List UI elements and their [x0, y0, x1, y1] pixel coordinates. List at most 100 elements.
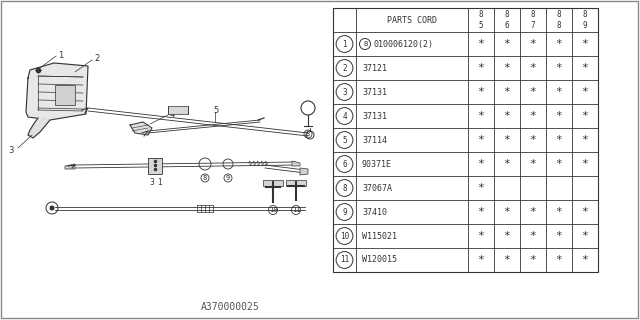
Text: *: *: [477, 159, 484, 169]
Text: *: *: [530, 255, 536, 265]
Text: 2: 2: [94, 53, 99, 62]
Text: 8: 8: [557, 21, 561, 30]
Text: *: *: [582, 231, 588, 241]
Text: *: *: [477, 111, 484, 121]
Text: *: *: [582, 111, 588, 121]
Bar: [333, 8, 598, 272]
Text: *: *: [504, 255, 510, 265]
Text: PARTS CORD: PARTS CORD: [387, 15, 437, 25]
Text: 4: 4: [342, 111, 347, 121]
Polygon shape: [130, 122, 152, 135]
Text: 3: 3: [149, 178, 154, 187]
Text: *: *: [556, 39, 563, 49]
Text: *: *: [556, 135, 563, 145]
Text: 4: 4: [170, 109, 175, 118]
Text: *: *: [477, 255, 484, 265]
Text: 5: 5: [342, 135, 347, 145]
Text: 8: 8: [557, 10, 561, 19]
Text: 3: 3: [8, 146, 13, 155]
Polygon shape: [300, 168, 308, 175]
Text: 37067A: 37067A: [362, 183, 392, 193]
Bar: [55, 85, 75, 105]
Text: 37131: 37131: [362, 111, 387, 121]
Text: *: *: [530, 135, 536, 145]
Text: *: *: [556, 255, 563, 265]
Text: 8: 8: [203, 175, 207, 181]
Bar: [263, 180, 283, 186]
Text: 1: 1: [342, 39, 347, 49]
Text: 37121: 37121: [362, 63, 387, 73]
Text: 5: 5: [479, 21, 483, 30]
Text: *: *: [477, 231, 484, 241]
Text: *: *: [582, 135, 588, 145]
Text: 37131: 37131: [362, 87, 387, 97]
Text: *: *: [504, 135, 510, 145]
Text: *: *: [556, 231, 563, 241]
Text: *: *: [556, 207, 563, 217]
Text: 7: 7: [531, 21, 535, 30]
Text: *: *: [504, 159, 510, 169]
Text: *: *: [556, 159, 563, 169]
Text: 1: 1: [157, 178, 162, 187]
Text: 5: 5: [213, 106, 218, 115]
Text: *: *: [504, 39, 510, 49]
Circle shape: [49, 205, 54, 211]
Text: A370000025: A370000025: [200, 302, 259, 312]
Polygon shape: [292, 161, 300, 166]
Bar: [148, 158, 162, 174]
Bar: [286, 180, 306, 186]
Text: 11: 11: [292, 207, 300, 213]
Text: 6: 6: [505, 21, 509, 30]
Text: 010006120(2): 010006120(2): [373, 39, 433, 49]
Text: 11: 11: [340, 255, 349, 265]
Text: *: *: [582, 87, 588, 97]
Text: *: *: [504, 63, 510, 73]
Polygon shape: [65, 164, 75, 169]
Text: *: *: [556, 63, 563, 73]
Text: *: *: [504, 87, 510, 97]
Text: 10: 10: [340, 231, 349, 241]
Text: W120015: W120015: [362, 255, 397, 265]
Text: *: *: [477, 183, 484, 193]
Text: 8: 8: [531, 10, 535, 19]
Text: W115021: W115021: [362, 231, 397, 241]
Text: *: *: [582, 39, 588, 49]
Text: *: *: [530, 111, 536, 121]
Text: 3: 3: [342, 87, 347, 97]
Text: *: *: [504, 111, 510, 121]
Text: 8: 8: [505, 10, 509, 19]
Text: *: *: [477, 87, 484, 97]
Text: 10: 10: [269, 207, 277, 213]
Text: 1: 1: [58, 51, 63, 60]
Text: *: *: [530, 159, 536, 169]
Text: *: *: [477, 39, 484, 49]
Text: *: *: [477, 207, 484, 217]
Text: *: *: [530, 87, 536, 97]
Text: 2: 2: [342, 63, 347, 73]
Text: *: *: [504, 231, 510, 241]
Text: B: B: [363, 41, 367, 47]
Text: *: *: [582, 159, 588, 169]
Text: *: *: [556, 111, 563, 121]
Text: 8: 8: [306, 131, 310, 137]
Text: 8: 8: [479, 10, 483, 19]
Text: *: *: [530, 231, 536, 241]
Text: 9: 9: [582, 21, 588, 30]
Text: 9: 9: [342, 207, 347, 217]
Text: *: *: [504, 207, 510, 217]
Text: *: *: [477, 135, 484, 145]
Text: *: *: [556, 87, 563, 97]
Text: *: *: [477, 63, 484, 73]
Text: 8: 8: [342, 183, 347, 193]
Text: *: *: [530, 207, 536, 217]
Text: 37114: 37114: [362, 135, 387, 145]
Text: *: *: [530, 63, 536, 73]
Polygon shape: [26, 63, 88, 120]
Bar: [168, 106, 188, 114]
Text: *: *: [530, 39, 536, 49]
Text: *: *: [582, 255, 588, 265]
Text: 9: 9: [226, 175, 230, 181]
Polygon shape: [28, 118, 50, 138]
Text: *: *: [582, 207, 588, 217]
Text: 37410: 37410: [362, 207, 387, 217]
